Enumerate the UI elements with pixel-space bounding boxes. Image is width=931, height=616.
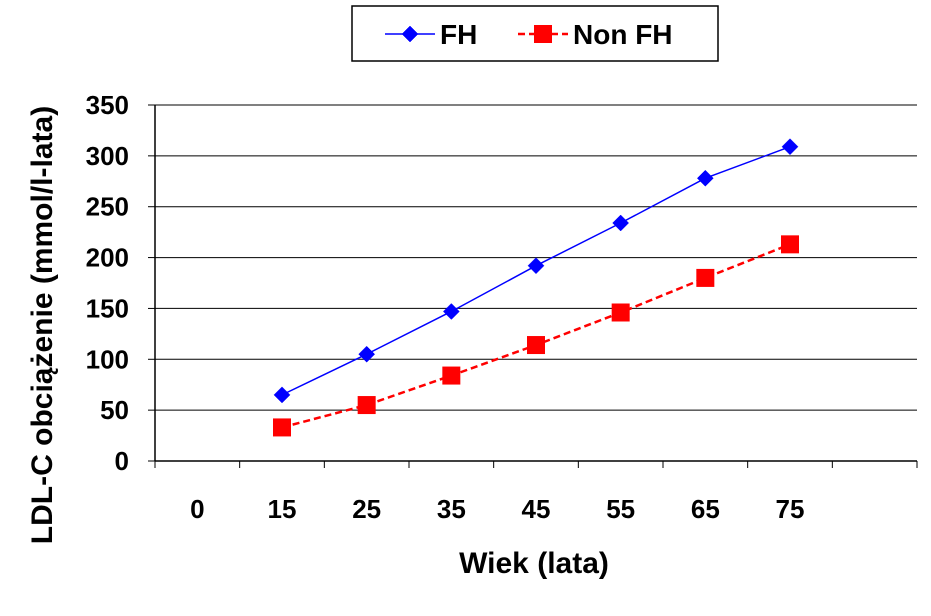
data-point (273, 418, 291, 437)
data-point (611, 303, 630, 322)
y-tick-label: 150 (86, 293, 129, 323)
data-point (442, 366, 461, 385)
y-tick-label: 0 (115, 446, 129, 476)
data-point (781, 138, 799, 156)
x-tick-labels: 0 15 25 35 45 55 65 75 (190, 494, 804, 524)
y-tick-label: 200 (86, 243, 129, 273)
legend-marker (534, 25, 552, 43)
series-non-fh (273, 235, 799, 437)
y-axis-title: LDL-C obciążenie (mmol/l-lata) (26, 106, 59, 544)
data-point (696, 169, 714, 187)
y-tick-label: 50 (100, 395, 129, 425)
legend-label: FH (440, 19, 477, 50)
x-axis-title: Wiek (lata) (459, 547, 609, 580)
x-tick-label: 65 (691, 494, 720, 524)
y-tick-label: 250 (86, 192, 129, 222)
legend-item: FH (385, 19, 477, 50)
data-point (696, 268, 715, 287)
series-layer (273, 138, 799, 437)
data-point (357, 396, 376, 415)
data-point (442, 303, 460, 320)
axes (148, 104, 918, 468)
legend-label: Non FH (573, 19, 673, 50)
legend: FH Non FH (351, 5, 719, 62)
x-tick-label: 55 (606, 494, 635, 524)
x-tick-label: 45 (522, 494, 551, 524)
y-tick-label: 100 (86, 344, 129, 374)
data-point (612, 214, 630, 232)
x-tick-label: 0 (190, 494, 204, 524)
data-point (527, 257, 545, 275)
y-tick-label: 300 (86, 141, 129, 171)
gridlines (155, 104, 917, 411)
data-point (358, 345, 376, 363)
legend-item: Non FH (518, 19, 673, 50)
x-tick-label: 75 (776, 494, 805, 524)
data-point (527, 336, 545, 355)
data-point (273, 386, 291, 404)
x-tick-label: 15 (268, 494, 297, 524)
y-tick-label: 350 (86, 90, 129, 120)
y-tick-labels: 0 50 100 150 200 250 300 350 (86, 90, 129, 476)
series-fh (273, 138, 799, 404)
legend-marker (401, 25, 419, 43)
x-tick-label: 25 (352, 494, 381, 524)
data-point (781, 235, 799, 254)
x-tick-label: 35 (437, 494, 466, 524)
